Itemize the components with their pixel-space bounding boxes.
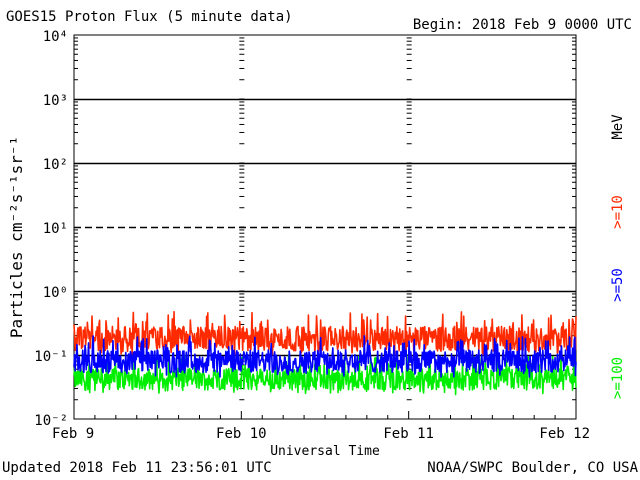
y-axis-label: Particles cm⁻²s⁻¹sr⁻¹	[7, 136, 26, 338]
y-tick-label: 10⁴	[43, 29, 68, 45]
series-line	[73, 335, 577, 378]
x-tick-label: Feb 12	[539, 426, 590, 442]
y-tick-label: 10¹	[43, 221, 68, 237]
series-legend-label: >=50	[610, 268, 626, 302]
x-tick-label: Feb 10	[216, 426, 267, 442]
series-line	[73, 354, 577, 396]
y-tick-label: 10³	[43, 93, 68, 109]
y-tick-label: 10⁰	[43, 285, 68, 301]
y-tick-label: 10⁻¹	[34, 349, 68, 365]
x-tick-label: Feb 9	[52, 426, 94, 442]
unit-label: MeV	[610, 114, 626, 140]
begin-time-label: Begin: 2018 Feb 9 0000 UTC	[412, 17, 632, 33]
x-tick-label: Feb 11	[383, 426, 434, 442]
series-legend-label: >=100	[610, 357, 626, 399]
credit-label: NOAA/SWPC Boulder, CO USA	[427, 460, 638, 476]
x-axis-label: Universal Time	[270, 444, 380, 459]
y-tick-label: 10²	[43, 157, 68, 173]
series-line	[73, 310, 577, 356]
y-tick-label: 10⁻²	[34, 413, 68, 429]
series-legend-label: >=10	[610, 195, 626, 229]
chart-title: GOES15 Proton Flux (5 minute data)	[6, 9, 293, 25]
updated-timestamp: Updated 2018 Feb 11 23:56:01 UTC	[2, 460, 272, 476]
